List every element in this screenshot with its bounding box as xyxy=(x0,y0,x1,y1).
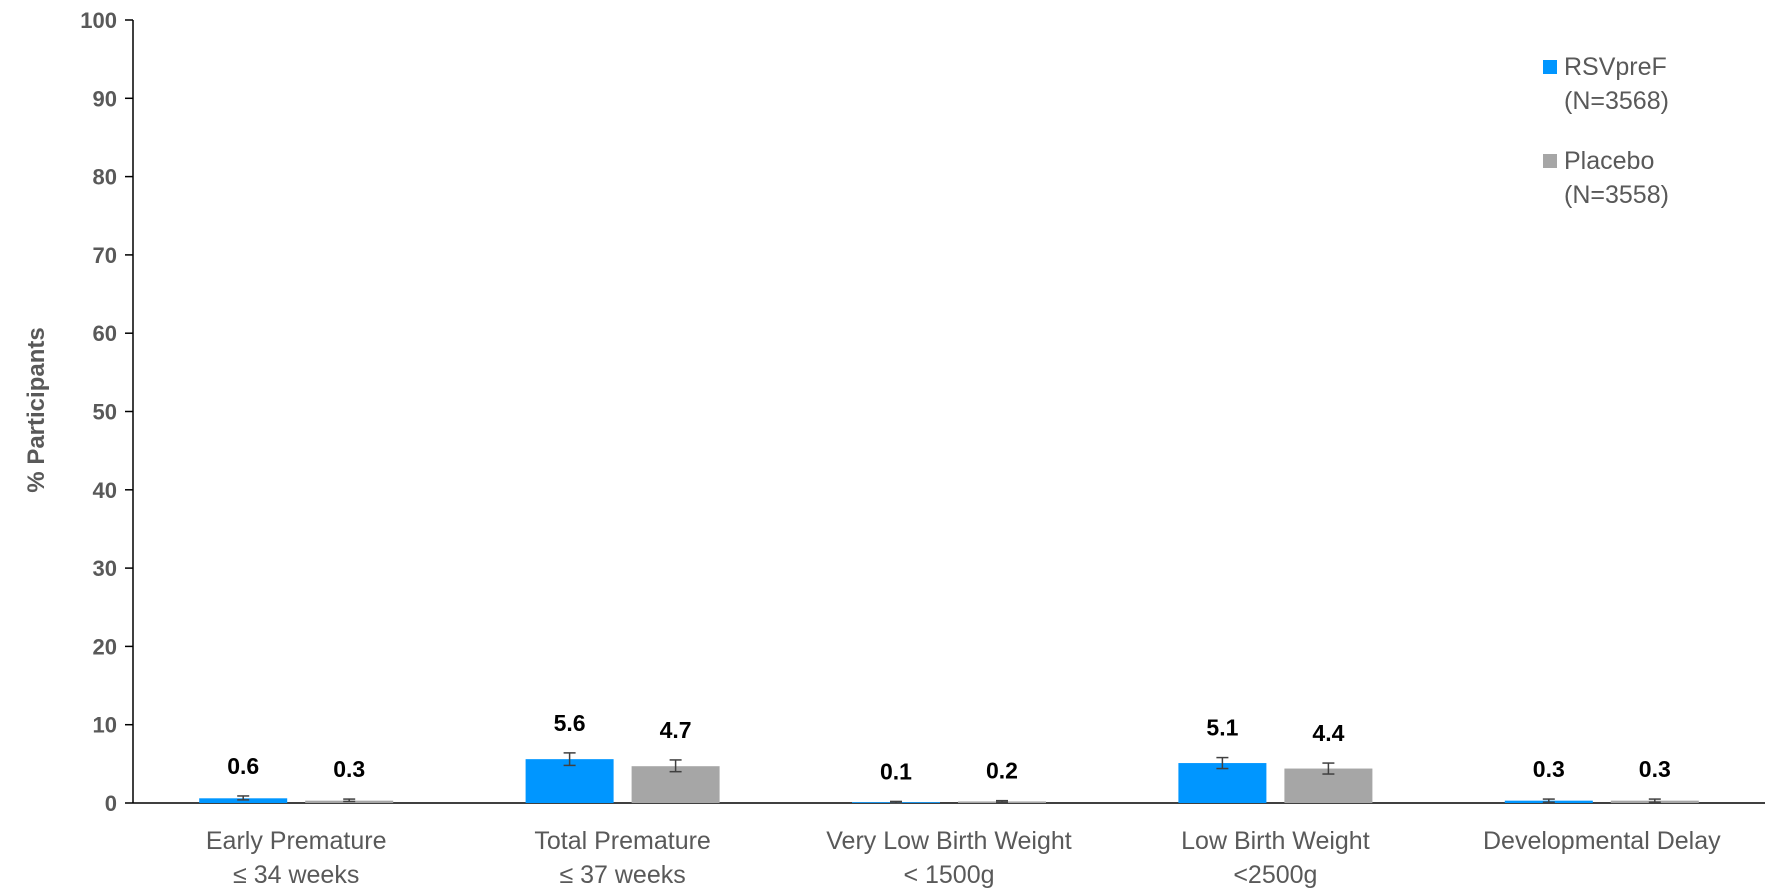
y-tick-label: 100 xyxy=(80,8,117,33)
data-label: 0.2 xyxy=(986,758,1018,784)
data-label: 4.4 xyxy=(1312,720,1344,746)
data-labels: 0.6 0.3 5.6 4.7 0.1 0.2 5.1 4.4 0.3 0.3 xyxy=(227,710,1671,785)
x-category-label: Total Premature ≤ 37 weeks xyxy=(534,827,710,889)
x-category-label: Very Low Birth Weight < 1500g xyxy=(826,827,1072,889)
bar xyxy=(1178,763,1267,803)
y-tick-label: 20 xyxy=(93,634,117,659)
y-tick-label: 80 xyxy=(93,165,117,190)
data-label: 0.6 xyxy=(227,753,259,779)
y-tick-label: 90 xyxy=(93,86,117,111)
data-label: 0.3 xyxy=(1639,756,1671,782)
y-tick-label: 50 xyxy=(93,400,117,425)
legend-label: RSVpreF (N=3568) xyxy=(1564,53,1669,115)
data-label: 0.3 xyxy=(1533,756,1565,782)
y-tick-label: 30 xyxy=(93,556,117,581)
x-category-label: Low Birth Weight <2500g xyxy=(1181,827,1370,889)
legend-swatch xyxy=(1543,154,1557,168)
legend: RSVpreF (N=3568) Placebo (N=3558) xyxy=(1543,53,1669,209)
data-label: 0.3 xyxy=(333,756,365,782)
bar xyxy=(525,759,614,803)
data-label: 5.1 xyxy=(1206,715,1238,741)
x-category-label: Developmental Delay xyxy=(1483,827,1721,855)
data-label: 4.7 xyxy=(660,717,692,743)
bars xyxy=(199,752,1699,804)
x-axis: Early Premature ≤ 34 weeks Total Premature… xyxy=(133,802,1765,889)
y-tick-label: 40 xyxy=(93,478,117,503)
y-axis: 0 10 20 30 40 50 60 70 80 90 100 xyxy=(80,8,134,816)
legend-swatch xyxy=(1543,60,1557,74)
y-tick-label: 10 xyxy=(93,713,117,738)
data-label: 0.1 xyxy=(880,758,912,784)
x-category-label: Early Premature ≤ 34 weeks xyxy=(206,827,387,889)
legend-label: Placebo (N=3558) xyxy=(1564,147,1669,209)
y-tick-label: 0 xyxy=(105,791,117,816)
y-tick-label: 60 xyxy=(93,321,117,346)
y-axis-label: % Participants xyxy=(23,327,50,492)
y-tick-label: 70 xyxy=(93,243,117,268)
data-label: 5.6 xyxy=(554,710,586,736)
bar xyxy=(199,798,288,803)
